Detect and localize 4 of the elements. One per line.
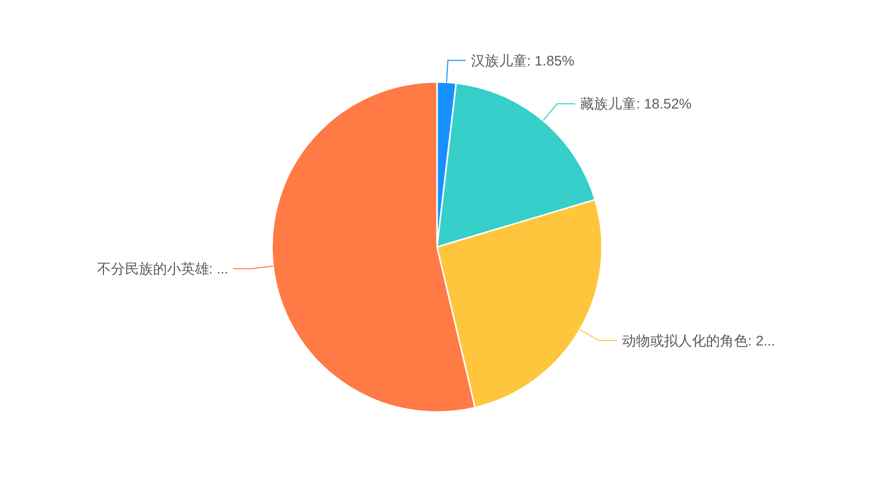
slice-label: 汉族儿童: 1.85% (470, 52, 574, 68)
slice-label: 不分民族的小英雄: ... (96, 260, 228, 277)
slice-label: 动物或拟人化的角色: 2... (622, 332, 776, 349)
slice-label: 藏族儿童: 18.52% (580, 96, 692, 112)
